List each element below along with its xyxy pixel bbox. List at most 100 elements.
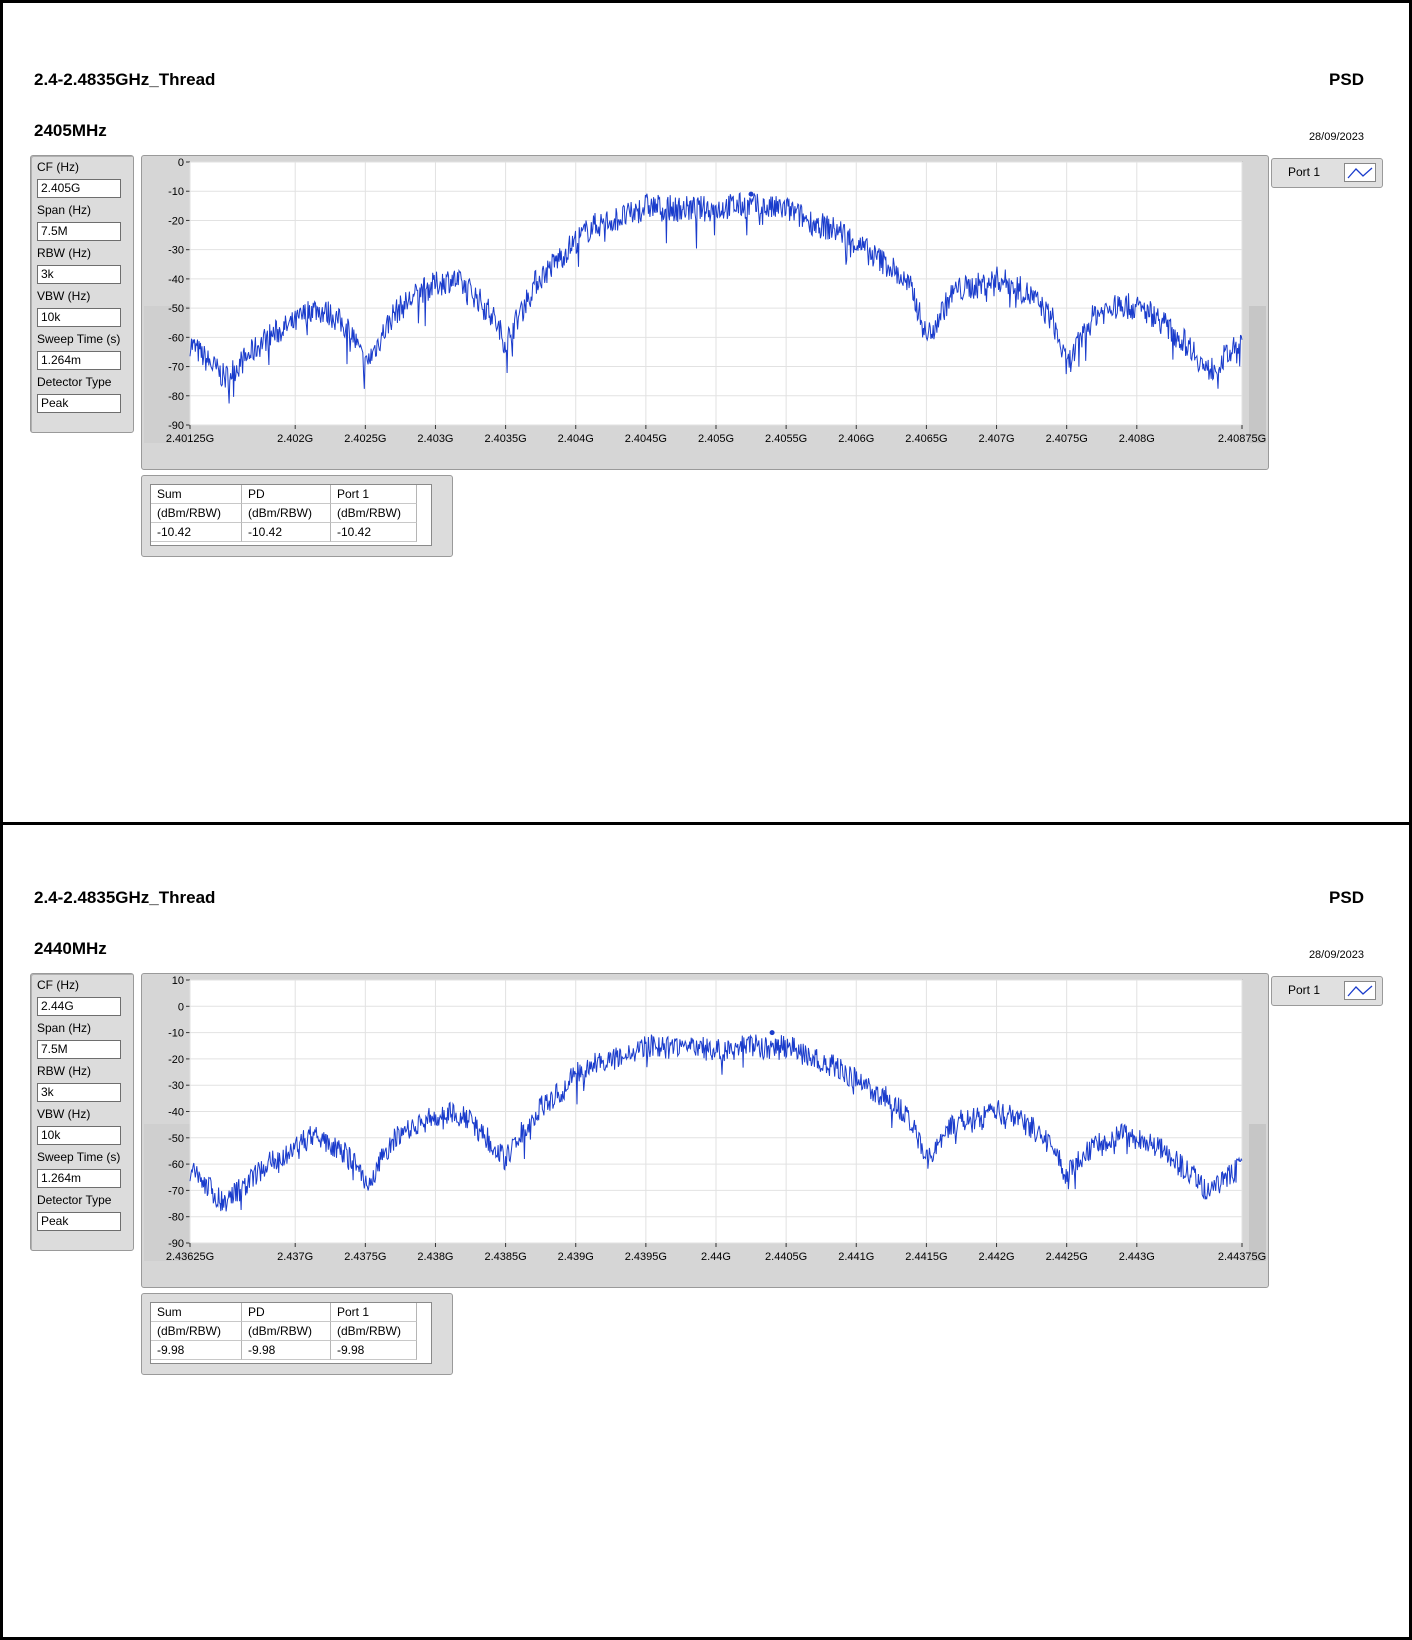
measurement-mode: PSD [1329, 888, 1364, 907]
peak-marker [769, 1030, 775, 1036]
line-style-glyph [1347, 985, 1373, 997]
x-tick-label: 2.441G [838, 1251, 874, 1263]
rbw-field[interactable]: 3k [37, 1083, 121, 1102]
analyzer-settings-panel: CF (Hz) 2.405G Span (Hz) 7.5M RBW (Hz) 3… [30, 155, 134, 433]
x-tick-label: 2.4035G [484, 433, 526, 445]
x-tick-label: 2.4055G [765, 433, 807, 445]
peak-marker [748, 191, 754, 197]
line-style-icon[interactable] [1344, 163, 1376, 182]
x-tick-label: 2.437G [277, 1251, 313, 1263]
channel-frequency: 2405MHz [34, 121, 107, 140]
rbw-field[interactable]: 3k [37, 265, 121, 284]
rbw-label: RBW (Hz) [37, 1064, 91, 1078]
spectrum-plot: 0 -10 -20 -30 -40 -50 -60 -70 -80 -902.40125G 2.40… [166, 157, 1266, 445]
cf-label: CF (Hz) [37, 978, 79, 992]
table-value-cell: -9.98 [151, 1341, 242, 1360]
y-tick-label: 0 [178, 157, 184, 169]
table-unit-cell: (dBm/RBW) [151, 504, 242, 523]
y-tick-label: -30 [168, 1080, 184, 1092]
legend-label: Port 1 [1288, 165, 1321, 179]
table-header-cell: Port 1 [331, 1303, 417, 1322]
table-header-cell: Sum [151, 485, 242, 504]
detector-type-field[interactable]: Peak [37, 1212, 121, 1231]
line-style-glyph [1347, 167, 1373, 179]
x-tick-label: 2.402G [277, 433, 313, 445]
report-date: 28/09/2023 [1308, 131, 1364, 143]
series-line-port-1 [189, 192, 1243, 404]
y-tick-label: -80 [168, 391, 184, 403]
y-tick-label: 0 [178, 1001, 184, 1013]
sweep-time-field[interactable]: 1.264m [37, 351, 121, 370]
table-value-cell: -10.42 [151, 523, 242, 542]
y-tick-label: -50 [168, 303, 184, 315]
y-tick-label: 10 [172, 975, 184, 987]
span-label: Span (Hz) [37, 203, 92, 217]
table-value-cell: -10.42 [242, 523, 331, 542]
y-tick-label: -60 [168, 1159, 184, 1171]
cf-label: CF (Hz) [37, 160, 79, 174]
channel-frequency: 2440MHz [34, 939, 107, 958]
x-tick-label: 2.40875G [1218, 433, 1266, 445]
table-value-cell: -9.98 [331, 1341, 417, 1360]
x-tick-label: 2.438G [417, 1251, 453, 1263]
power-table-grid: Sum PD Port 1 (dBm/RBW) (dBm/RBW) (dBm/R… [150, 1302, 432, 1364]
report-frame: 2.4-2.4835GHz_Thread PSD 2440MHz 28/09/2… [0, 822, 1412, 1640]
x-tick-label: 2.406G [838, 433, 874, 445]
x-tick-label: 2.408G [1119, 433, 1155, 445]
x-tick-label: 2.443G [1119, 1251, 1155, 1263]
table-unit-cell: (dBm/RBW) [242, 1322, 331, 1341]
x-tick-label: 2.4065G [905, 433, 947, 445]
legend-label: Port 1 [1288, 983, 1321, 997]
vbw-field[interactable]: 10k [37, 1126, 121, 1145]
x-tick-label: 2.44G [701, 1251, 731, 1263]
power-summary-table: Sum PD Port 1 (dBm/RBW) (dBm/RBW) (dBm/R… [141, 1293, 453, 1375]
report-frame: 2.4-2.4835GHz_Thread PSD 2405MHz 28/09/2… [0, 0, 1412, 824]
y-tick-label: -20 [168, 1054, 184, 1066]
spectrum-graph: 0 -10 -20 -30 -40 -50 -60 -70 -80 -90 2.40125G 2.40… [141, 155, 1269, 470]
y-tick-label: -50 [168, 1133, 184, 1145]
detector-type-field[interactable]: Peak [37, 394, 121, 413]
span-field[interactable]: 7.5M [37, 1040, 121, 1059]
table-header-cell: Sum [151, 1303, 242, 1322]
detector-type-label: Detector Type [37, 375, 112, 389]
y-tick-label: -90 [168, 420, 184, 432]
power-summary-table: Sum PD Port 1 (dBm/RBW) (dBm/RBW) (dBm/R… [141, 475, 453, 557]
detector-type-label: Detector Type [37, 1193, 112, 1207]
line-style-icon[interactable] [1344, 981, 1376, 1000]
x-tick-label: 2.407G [978, 433, 1014, 445]
span-field[interactable]: 7.5M [37, 222, 121, 241]
table-value-cell: -9.98 [242, 1341, 331, 1360]
table-unit-cell: (dBm/RBW) [331, 1322, 417, 1341]
vbw-field[interactable]: 10k [37, 308, 121, 327]
cf-field[interactable]: 2.405G [37, 179, 121, 198]
x-tick-label: 2.4025G [344, 433, 386, 445]
x-tick-label: 2.404G [558, 433, 594, 445]
spectrum-plot: 10 0 -10 -20 -30 -40 -50 -60 -70 -80 -902.43625G 2.… [166, 975, 1266, 1263]
cf-field[interactable]: 2.44G [37, 997, 121, 1016]
x-tick-label: 2.40125G [166, 433, 214, 445]
y-tick-label: -70 [168, 1185, 184, 1197]
y-tick-label: -10 [168, 186, 184, 198]
x-tick-label: 2.4375G [344, 1251, 386, 1263]
plot-legend: Port 1 [1271, 976, 1383, 1006]
sweep-time-label: Sweep Time (s) [37, 332, 121, 346]
y-tick-label: -20 [168, 215, 184, 227]
sweep-time-label: Sweep Time (s) [37, 1150, 121, 1164]
y-tick-label: -70 [168, 362, 184, 374]
x-tick-label: 2.403G [417, 433, 453, 445]
y-tick-label: -80 [168, 1212, 184, 1224]
x-tick-label: 2.4415G [905, 1251, 947, 1263]
x-tick-label: 2.43625G [166, 1251, 214, 1263]
x-tick-label: 2.442G [978, 1251, 1014, 1263]
span-label: Span (Hz) [37, 1021, 92, 1035]
table-unit-cell: (dBm/RBW) [151, 1322, 242, 1341]
spectrum-graph: 10 0 -10 -20 -30 -40 -50 -60 -70 -80 -90 2.43625G 2.… [141, 973, 1269, 1288]
series-line-port-1 [189, 1034, 1243, 1212]
x-tick-label: 2.4075G [1046, 433, 1088, 445]
x-tick-label: 2.439G [558, 1251, 594, 1263]
sweep-time-field[interactable]: 1.264m [37, 1169, 121, 1188]
report-title: 2.4-2.4835GHz_Thread [34, 888, 216, 907]
table-header-cell: PD [242, 485, 331, 504]
x-tick-label: 2.4405G [765, 1251, 807, 1263]
